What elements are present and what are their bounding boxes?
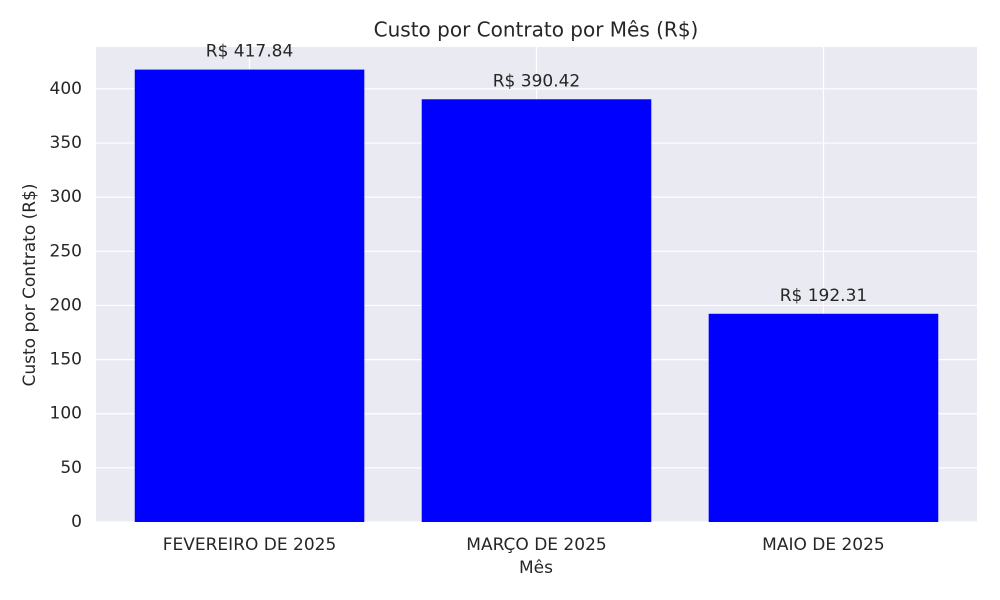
y-tick-label: 0 [71,512,82,532]
x-tick-label: FEVEREIRO DE 2025 [163,535,337,555]
bar [708,313,939,522]
value-label: R$ 390.42 [493,71,581,91]
y-tick-label: 50 [60,458,82,478]
y-tick-label: 200 [50,295,82,315]
y-tick-label: 300 [50,187,82,207]
y-tick-label: 150 [50,350,82,370]
y-tick-label: 250 [50,241,82,261]
value-label: R$ 192.31 [780,286,868,306]
bar [134,69,365,522]
chart-title: Custo por Contrato por Mês (R$) [374,18,699,42]
y-axis-label: Custo por Contrato (R$) [20,183,40,386]
y-tick-label: 400 [50,79,82,99]
y-tick-label: 350 [50,133,82,153]
value-label: R$ 417.84 [206,42,294,62]
x-axis-label: Mês [519,558,553,578]
y-tick-label: 100 [50,404,82,424]
x-tick-label: MARÇO DE 2025 [466,535,606,555]
bar [421,99,652,522]
x-tick-label: MAIO DE 2025 [762,535,885,555]
